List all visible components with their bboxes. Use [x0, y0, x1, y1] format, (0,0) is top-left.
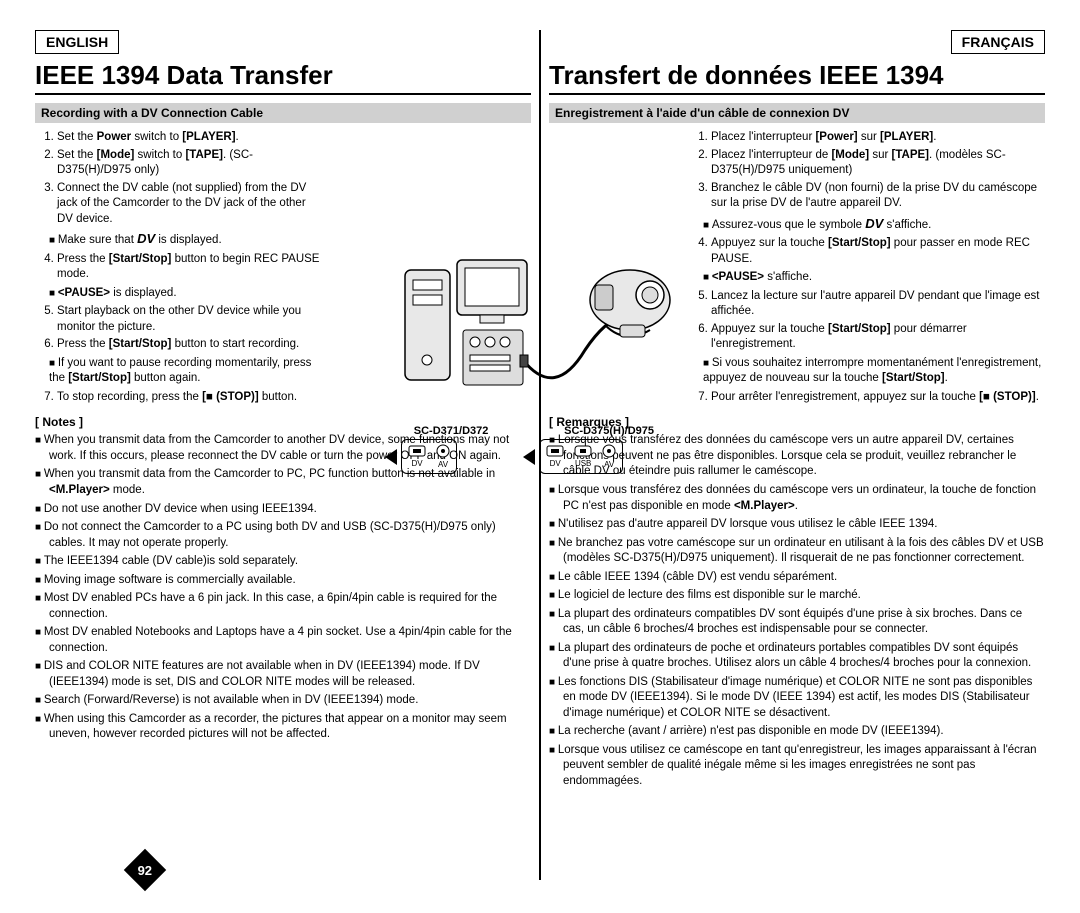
- subtitle-english: Recording with a DV Connection Cable: [35, 103, 531, 123]
- step-5: Start playback on the other DV device wh…: [57, 304, 320, 335]
- step-7: To stop recording, press the [■ (STOP)] …: [57, 390, 320, 406]
- title-english: IEEE 1394 Data Transfer: [35, 60, 531, 95]
- diagram-illustration: [395, 230, 685, 420]
- lang-french: FRANÇAIS: [951, 30, 1045, 54]
- port-box-1: DV AV: [401, 439, 457, 474]
- connection-diagram: SC-D371/D372 DV AV SC-D375(H)/D975 DV US…: [385, 230, 695, 530]
- port-box-2: DV USB AV: [539, 439, 623, 474]
- step-2: Set the [Mode] switch to [TAPE]. (SC-D37…: [57, 148, 320, 179]
- sub-4: <PAUSE> is displayed.: [49, 286, 320, 302]
- sub-3: Make sure that DV is displayed.: [49, 230, 320, 249]
- step-3: Connect the DV cable (not supplied) from…: [57, 181, 320, 228]
- step-4: Press the [Start/Stop] button to begin R…: [57, 252, 320, 283]
- lang-english: ENGLISH: [35, 30, 119, 54]
- model-label-2: SC-D375(H)/D975: [523, 425, 695, 437]
- step-6: Press the [Start/Stop] button to start r…: [57, 337, 320, 353]
- arrow-icon: [385, 449, 397, 465]
- arrow-icon: [523, 449, 535, 465]
- step-1: Set the Power switch to [PLAYER].: [57, 130, 320, 146]
- subtitle-french: Enregistrement à l'aide d'un câble de co…: [549, 103, 1045, 123]
- model-label-1: SC-D371/D372: [385, 425, 517, 437]
- steps-english: Set the Power switch to [PLAYER]. Set th…: [35, 130, 320, 227]
- steps-french: Placez l'interrupteur [Power] sur [PLAYE…: [689, 130, 1045, 212]
- title-french: Transfert de données IEEE 1394: [549, 60, 1045, 95]
- sub-6: If you want to pause recording momentari…: [49, 356, 320, 387]
